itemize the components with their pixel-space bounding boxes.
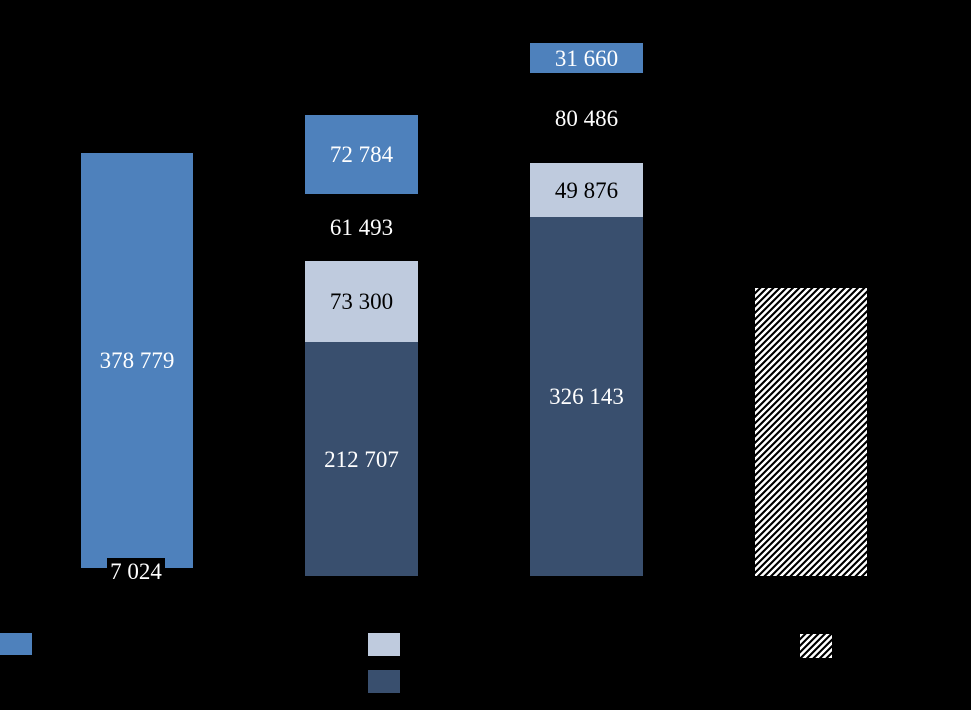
bar1-base-label-box: 7 024 <box>107 558 165 585</box>
legend-swatch-dark-blue <box>368 670 400 693</box>
bar3-gap-value-label: 80 486 <box>554 105 619 131</box>
legend-swatch-light-blue <box>368 633 400 656</box>
bar3-segment-medium-blue: 31 660 <box>530 43 643 73</box>
bar2-dark-value-label: 212 707 <box>324 446 399 472</box>
bar3-light-value-label: 49 876 <box>554 177 619 203</box>
bar2-segment-light-blue: 73 300 <box>305 261 418 342</box>
bar4-segment-hatched <box>755 288 867 576</box>
bar2-segment-dark-blue: 212 707 <box>305 342 418 576</box>
bar2-blue-value-label: 72 784 <box>329 142 394 167</box>
bar3-blue-value-label: 31 660 <box>554 45 619 71</box>
bar2-segment-medium-blue: 72 784 <box>305 115 418 194</box>
bar3-dark-value-label: 326 143 <box>549 384 624 409</box>
bar2-light-value-label: 73 300 <box>329 289 394 314</box>
legend-swatch-hatched <box>800 634 832 658</box>
legend-swatch-medium-blue <box>0 633 32 655</box>
bar1-base-value-label: 7 024 <box>110 559 162 584</box>
bar2-gap-value-label: 61 493 <box>329 215 394 240</box>
bar1-segment-medium-blue: 378 779 <box>81 153 193 568</box>
bar3-segment-light-blue: 49 876 <box>530 163 643 217</box>
bar1-value-label: 378 779 <box>99 348 175 373</box>
bar3-gap-label-area: 80 486 <box>530 73 643 163</box>
bar2-gap-label-area: 61 493 <box>305 194 418 261</box>
bar3-segment-dark-blue: 326 143 <box>530 217 643 576</box>
